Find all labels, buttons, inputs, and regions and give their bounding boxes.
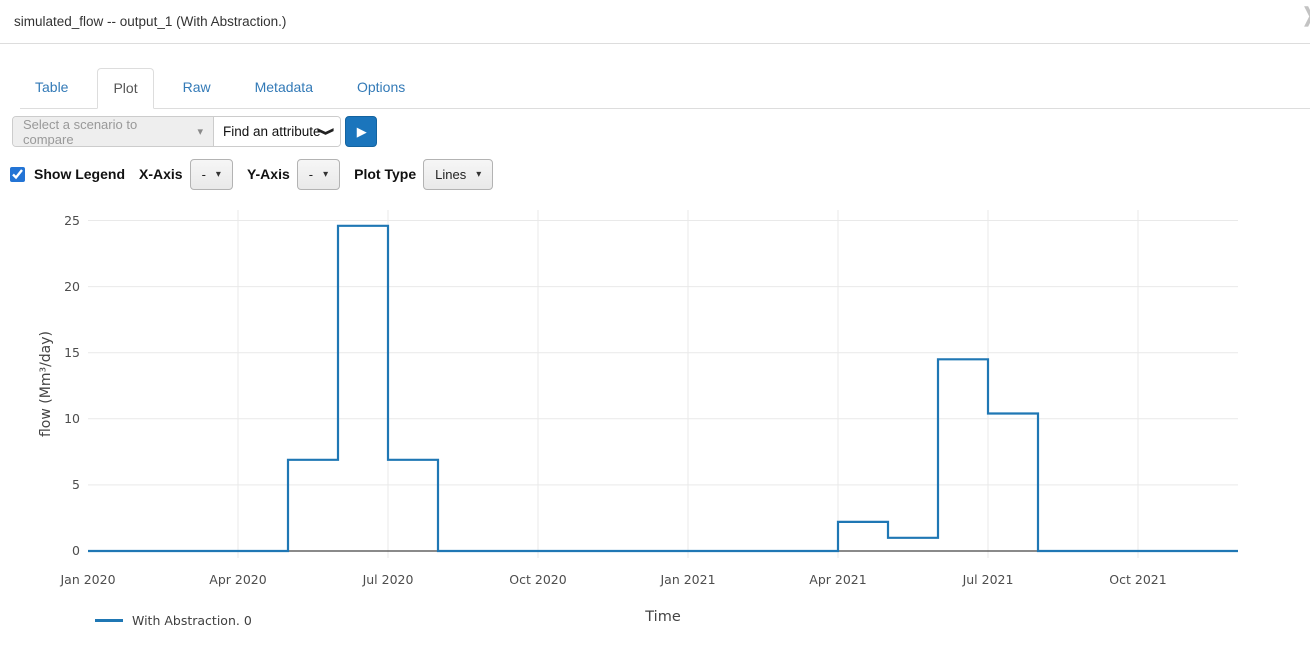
chevron-down-icon: ❯ <box>317 126 334 137</box>
plot-type-value: Lines <box>435 166 467 182</box>
x-tick-label: Oct 2021 <box>1109 572 1167 587</box>
plot-controls: Show Legend X-Axis - ▾ Y-Axis - ▾ Plot T… <box>10 158 1310 190</box>
find-attribute-label: Find an attribute <box>223 124 321 139</box>
tab-raw[interactable]: Raw <box>182 79 211 95</box>
run-compare-button[interactable]: ▶ <box>344 116 377 147</box>
y-tick-label: 0 <box>72 543 80 558</box>
y-tick-label: 20 <box>64 278 80 294</box>
y-axis-label: Y-Axis <box>246 166 290 182</box>
caret-down-icon: ▾ <box>476 168 482 180</box>
caret-down-icon: ▾ <box>197 126 203 138</box>
play-icon: ▶ <box>356 123 367 139</box>
scenario-compare-select[interactable]: Select a scenario to compare ▾ <box>13 117 213 146</box>
caret-down-icon: ▾ <box>323 168 329 180</box>
y-axis-value: - <box>308 166 314 182</box>
tab-metadata[interactable]: Metadata <box>254 79 313 95</box>
x-tick-label: Jul 2021 <box>962 572 1014 587</box>
legend-series-label: With Abstraction. 0 <box>132 613 252 628</box>
y-tick-label: 25 <box>64 212 80 228</box>
page-title: simulated_flow -- output_1 (With Abstrac… <box>14 14 287 29</box>
x-tick-label: Apr 2021 <box>809 572 867 587</box>
tab-plot[interactable]: Plot <box>97 68 154 109</box>
x-tick-label: Jan 2021 <box>660 572 716 587</box>
legend[interactable]: With Abstraction. 0 <box>95 613 252 628</box>
x-tick-label: Jul 2020 <box>362 572 414 587</box>
flow-chart: flow (Mm³/day) Time With Abstraction. 0 … <box>0 202 1310 647</box>
plot-type-label: Plot Type <box>354 166 417 182</box>
compare-input-group: Select a scenario to compare ▾ Find an a… <box>12 116 341 147</box>
y-tick-label: 10 <box>64 410 80 426</box>
x-tick-label: Apr 2020 <box>209 572 267 587</box>
scenario-compare-placeholder: Select a scenario to compare <box>23 116 138 147</box>
x-axis-title: Time <box>645 609 681 625</box>
find-attribute-button[interactable]: Find an attribute ❯ <box>213 117 340 146</box>
tab-bar: Table Plot Raw Metadata Options <box>20 68 1310 109</box>
y-axis-select[interactable]: - ▾ <box>296 158 341 190</box>
y-tick-label: 15 <box>64 344 80 360</box>
legend-line-swatch <box>95 619 123 622</box>
x-axis-label: X-Axis <box>139 166 183 182</box>
x-axis-select[interactable]: - ▾ <box>189 158 233 190</box>
window-header: simulated_flow -- output_1 (With Abstrac… <box>0 0 1310 44</box>
x-tick-label: Oct 2020 <box>509 572 567 587</box>
caret-down-icon: ▾ <box>215 168 221 180</box>
y-tick-label: 5 <box>72 476 80 492</box>
show-legend-label[interactable]: Show Legend <box>34 166 125 182</box>
tab-table[interactable]: Table <box>35 79 69 95</box>
show-legend-checkbox[interactable] <box>10 166 25 182</box>
plot-toolbar: Select a scenario to compare ▾ Find an a… <box>12 116 1310 147</box>
plot-type-select[interactable]: Lines ▾ <box>423 158 494 190</box>
tab-options[interactable]: Options <box>356 79 406 95</box>
x-axis-value: - <box>201 166 206 182</box>
collapse-panel-icon[interactable]: ❯ <box>1302 3 1310 27</box>
plot-canvas[interactable] <box>0 202 1310 647</box>
x-tick-label: Jan 2020 <box>60 572 116 587</box>
